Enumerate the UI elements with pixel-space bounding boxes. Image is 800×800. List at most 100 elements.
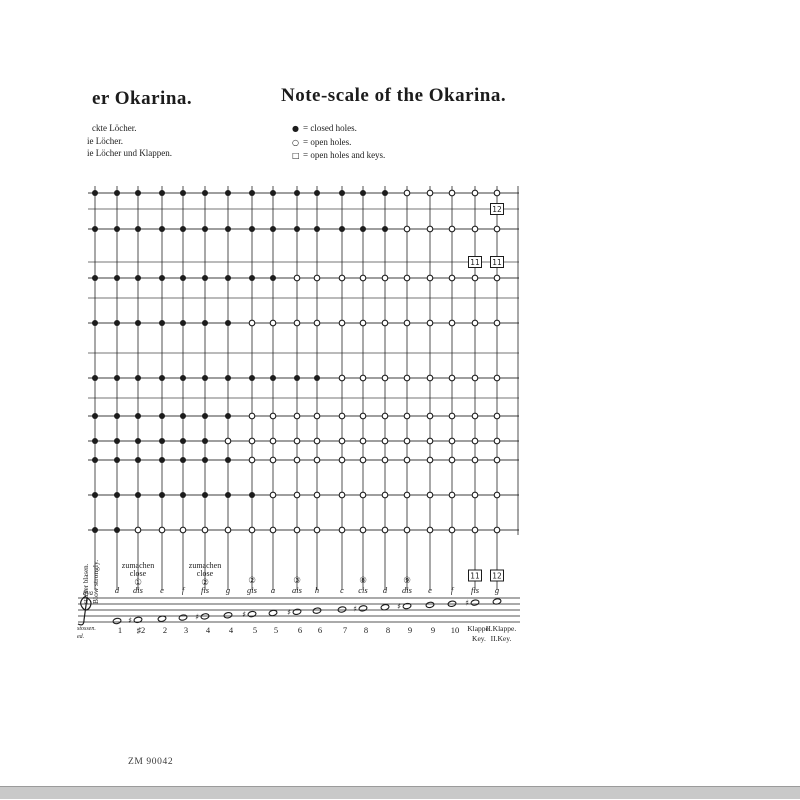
note-head	[200, 613, 210, 620]
note-name: fis	[471, 585, 480, 595]
hole-dot-open	[381, 526, 389, 534]
hole-dot-open	[248, 526, 256, 534]
note-name: ais	[292, 585, 303, 595]
hole-dot-closed	[294, 190, 300, 196]
hole-dot-closed	[270, 226, 276, 232]
hole-dot-open	[293, 319, 301, 327]
margin-fragment: stossen.	[77, 626, 96, 632]
hole-dot-open	[313, 437, 321, 445]
hole-dot-closed	[114, 190, 120, 196]
note-head	[133, 616, 143, 624]
page-title-german: er Okarina.	[92, 88, 193, 109]
hole-dot-open	[448, 412, 456, 420]
hole-dot-open	[448, 374, 456, 382]
hole-dot-closed	[135, 190, 141, 196]
sharp-accidental: ♯	[397, 602, 401, 611]
hole-dot-closed	[382, 190, 388, 196]
sharp-accidental: ♯	[195, 612, 199, 621]
note-head	[223, 612, 233, 619]
hole-dot-open	[493, 412, 501, 420]
hole-dot-open	[359, 412, 367, 420]
hole-dot-closed	[135, 275, 141, 281]
hole-dot-open	[248, 456, 256, 464]
hole-dot-open	[493, 491, 501, 499]
hole-dot-closed	[202, 320, 208, 326]
sharp-accidental: ♯	[128, 616, 132, 625]
hole-dot-closed	[180, 320, 186, 326]
hole-dot-closed	[202, 375, 208, 381]
close-label-german: zumachen	[189, 561, 221, 570]
hole-dot-open	[471, 412, 479, 420]
hole-dot-open	[269, 319, 277, 327]
sharp-accidental: ♯	[287, 608, 291, 617]
hole-dot-open	[381, 319, 389, 327]
hole-dot-closed	[225, 226, 231, 232]
hole-dot-open	[426, 274, 434, 282]
key-box-label: 11	[470, 572, 480, 581]
hole-dot-closed	[314, 190, 320, 196]
key-column-label-german: Klappe.	[467, 624, 491, 633]
key-box	[468, 569, 482, 582]
legend-item: ● = closed holes.	[292, 122, 385, 136]
hole-dot-closed	[135, 226, 141, 232]
hole-dot-closed	[249, 275, 255, 281]
key-box	[490, 256, 504, 268]
hole-dot-closed	[92, 527, 98, 533]
hole-dot-open	[381, 491, 389, 499]
hole-dot-closed	[114, 320, 120, 326]
hole-dot-open	[493, 225, 501, 233]
note-name: d	[115, 585, 120, 595]
hole-dot-open	[338, 437, 346, 445]
note-name: c	[340, 585, 344, 595]
hole-dot-closed	[114, 226, 120, 232]
hole-dot-open	[426, 189, 434, 197]
hole-dot-closed	[92, 320, 98, 326]
note-head	[312, 607, 322, 614]
hole-dot-open	[359, 274, 367, 282]
hole-dot-open	[359, 526, 367, 534]
hole-dot-closed	[180, 492, 186, 498]
hole-dot-open	[426, 319, 434, 327]
hole-dot-closed	[135, 457, 141, 463]
hole-dot-open	[426, 526, 434, 534]
hole-dot-open	[471, 437, 479, 445]
hole-dot-closed	[249, 492, 255, 498]
hole-dot-closed	[339, 190, 345, 196]
hole-dot-open	[338, 319, 346, 327]
hole-dot-closed	[270, 375, 276, 381]
hole-dot-closed	[360, 226, 366, 232]
hole-dot-open	[448, 189, 456, 197]
hole-dot-open	[359, 437, 367, 445]
hole-dot-closed	[159, 375, 165, 381]
circled-hole-number: ②	[248, 576, 256, 586]
ottava-label: 8va	[83, 589, 94, 597]
hole-dot-closed	[294, 375, 300, 381]
hole-dot-open	[426, 374, 434, 382]
hole-dot-open	[338, 274, 346, 282]
hole-dot-closed	[159, 438, 165, 444]
hole-dot-open	[381, 437, 389, 445]
hole-dot-closed	[159, 492, 165, 498]
open-hole-icon: ○	[292, 137, 299, 147]
hole-dot-closed	[249, 190, 255, 196]
note-head	[402, 602, 412, 610]
hole-dot-closed	[135, 375, 141, 381]
key-column-label-english: Key.	[472, 634, 486, 643]
hole-dot-closed	[92, 492, 98, 498]
key-box	[490, 569, 504, 582]
key-box-label: 12	[492, 572, 502, 581]
hole-dot-closed	[249, 375, 255, 381]
hole-dot-open	[293, 491, 301, 499]
hole-dot-closed	[180, 413, 186, 419]
hole-dot-open	[338, 491, 346, 499]
hole-dot-open	[248, 319, 256, 327]
hole-dot-open	[313, 526, 321, 534]
hole-dot-closed	[202, 275, 208, 281]
hole-dot-open	[338, 526, 346, 534]
hole-dot-open	[293, 526, 301, 534]
hole-dot-open	[493, 456, 501, 464]
hole-dot-closed	[92, 438, 98, 444]
hole-dot-open	[313, 412, 321, 420]
hole-dot-closed	[92, 457, 98, 463]
